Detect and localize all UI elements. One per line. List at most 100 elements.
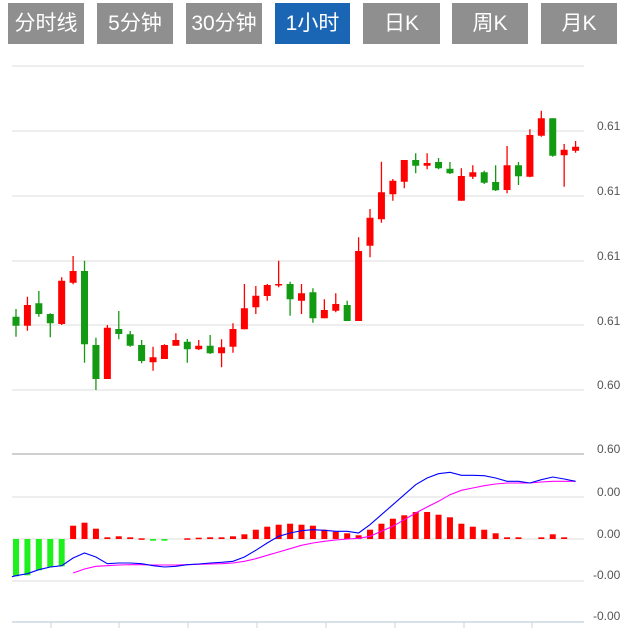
- macd-bar: [35, 539, 42, 571]
- candle: [309, 288, 317, 323]
- macd-bar: [92, 528, 99, 539]
- price-axis-labels: 0.61 0.61 0.61 0.61 0.60: [597, 119, 621, 392]
- candle: [195, 340, 203, 350]
- candle-body: [275, 284, 283, 286]
- price-tick-label: 0.61: [597, 314, 621, 328]
- macd-tick-label: -0.00: [593, 568, 621, 582]
- candle-body: [480, 172, 488, 183]
- candle-body: [343, 305, 351, 321]
- macd-bar: [401, 515, 408, 539]
- tab-5min[interactable]: 5分钟: [97, 3, 173, 44]
- candle: [549, 118, 557, 157]
- macd-tick-label: 0.00: [597, 485, 621, 499]
- macd-bar: [389, 518, 396, 539]
- candle: [81, 260, 89, 363]
- macd-bar: [47, 539, 54, 568]
- period-tabs: 分时线 5分钟 30分钟 1小时 日K 周K 月K: [0, 0, 641, 48]
- candle: [229, 323, 237, 353]
- macd-bar: [275, 524, 282, 539]
- macd-bar: [515, 537, 522, 539]
- candle-body: [58, 280, 66, 324]
- candle-body: [240, 308, 248, 330]
- tab-weekly-k[interactable]: 周K: [452, 3, 528, 44]
- candle: [46, 313, 54, 338]
- candle-body: [263, 285, 271, 296]
- candle: [115, 311, 123, 340]
- candle-body: [229, 329, 237, 347]
- candle: [377, 161, 385, 223]
- candle-body: [149, 357, 157, 363]
- macd-bar: [252, 529, 259, 539]
- candle: [69, 256, 77, 285]
- candle: [58, 277, 66, 325]
- tab-minute-line[interactable]: 分时线: [8, 3, 84, 44]
- macd-bar: [492, 533, 499, 539]
- candle: [412, 153, 420, 174]
- candle: [12, 309, 20, 337]
- candle: [480, 170, 488, 184]
- candle-body: [195, 345, 203, 350]
- macd-bar: [287, 523, 294, 539]
- macd-bar: [469, 526, 476, 539]
- candle: [92, 337, 100, 390]
- candle-body: [320, 310, 328, 319]
- x-axis: [12, 621, 584, 628]
- tab-1hour[interactable]: 1小时: [275, 3, 350, 44]
- price-tick-label: 0.61: [597, 249, 621, 263]
- macd-bar: [561, 537, 568, 539]
- candle: [332, 293, 340, 313]
- macd-histogram: [13, 512, 568, 577]
- macd-bar: [81, 522, 88, 539]
- macd-bar: [504, 537, 511, 539]
- candle: [240, 284, 248, 330]
- candle-body: [446, 168, 454, 174]
- macd-bar: [241, 534, 248, 539]
- macd-grid: [12, 453, 584, 582]
- candle: [503, 146, 511, 194]
- candle-body: [172, 340, 180, 346]
- macd-bar: [412, 512, 419, 539]
- candle: [457, 168, 465, 201]
- candle: [183, 339, 191, 363]
- candle: [218, 339, 226, 368]
- macd-bar: [127, 537, 134, 539]
- candle: [149, 346, 157, 371]
- candle-body: [183, 341, 191, 350]
- macd-bar: [298, 524, 305, 539]
- candle: [103, 325, 111, 379]
- macd-bar: [435, 514, 442, 539]
- candle-body: [514, 165, 522, 177]
- dea-line: [72, 480, 576, 574]
- macd-bar: [115, 536, 122, 539]
- candle: [366, 209, 374, 258]
- candle-body: [298, 293, 305, 301]
- macd-axis-labels: 0.60 0.00 0.00 -0.00 -0.00: [593, 442, 621, 623]
- candle: [172, 333, 180, 346]
- macd-lines: [11, 471, 576, 578]
- candle-body: [138, 345, 146, 361]
- candle-body: [286, 284, 294, 300]
- tab-monthly-k[interactable]: 月K: [541, 3, 617, 44]
- macd-bar: [150, 539, 157, 541]
- tab-daily-k[interactable]: 日K: [363, 3, 440, 44]
- macd-bar: [446, 517, 453, 539]
- candle-body: [23, 305, 31, 326]
- candle: [492, 165, 500, 191]
- candle-body: [252, 295, 260, 308]
- candle: [526, 129, 534, 178]
- candle: [35, 291, 43, 317]
- candle: [286, 281, 294, 316]
- macd-bar: [344, 533, 351, 539]
- macd-bar: [309, 525, 316, 539]
- candle-body: [560, 149, 568, 156]
- candle-body: [503, 165, 511, 190]
- candle-body: [400, 160, 408, 182]
- candle-body: [115, 329, 123, 334]
- candle-body: [572, 146, 580, 151]
- candle-body: [457, 176, 465, 201]
- candle-body: [423, 163, 431, 166]
- price-grid: [12, 65, 584, 391]
- tab-30min[interactable]: 30分钟: [186, 3, 262, 44]
- macd-bar: [70, 525, 77, 539]
